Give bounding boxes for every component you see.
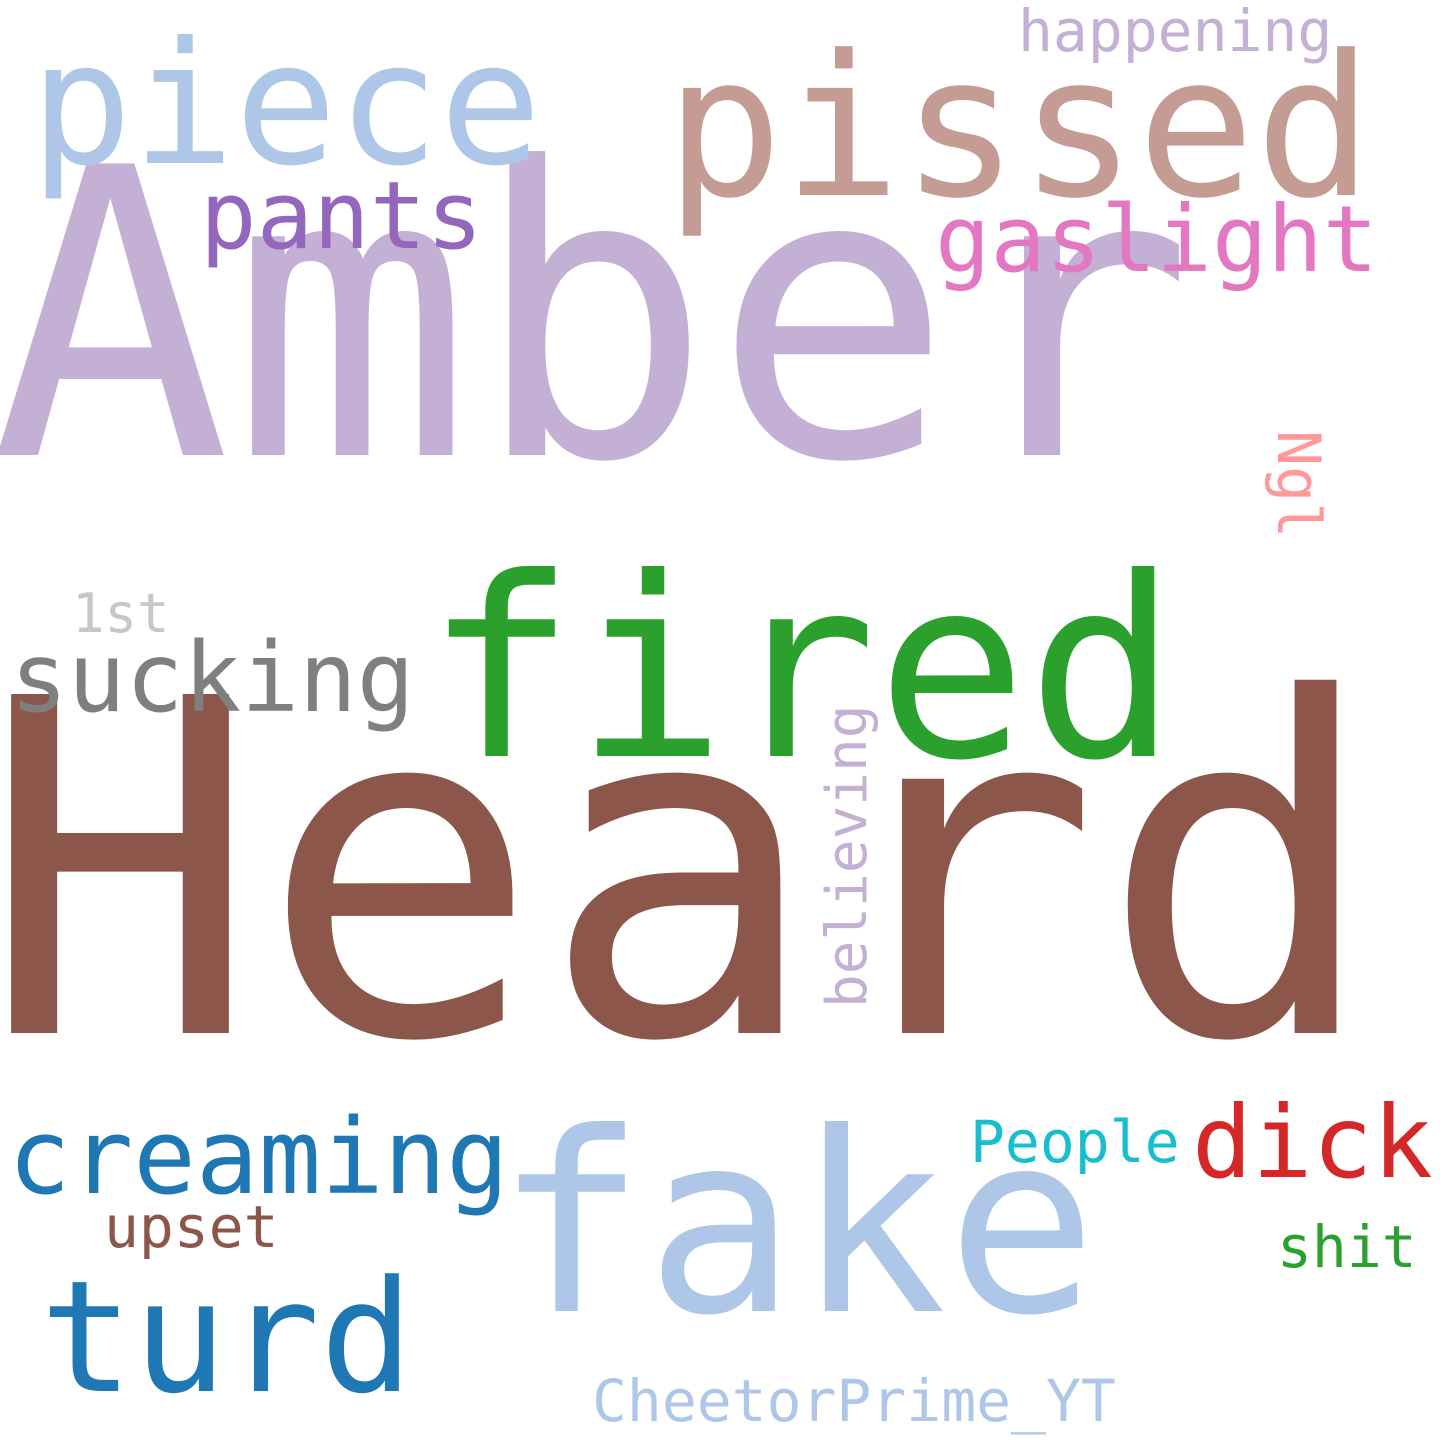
word-happening: happening bbox=[1018, 0, 1333, 65]
word-piece: piece bbox=[30, 6, 542, 204]
word-dick: dick bbox=[1192, 1084, 1433, 1201]
word-gaslight: gaslight bbox=[935, 186, 1379, 293]
word-cheetorprime: CheetorPrime_YT bbox=[592, 1367, 1116, 1435]
word-shit: shit bbox=[1277, 1213, 1417, 1281]
word-people: People bbox=[970, 1108, 1180, 1176]
word-fake: fake bbox=[495, 1079, 1098, 1370]
word-heard: Heard bbox=[0, 601, 1380, 1143]
word-upset: upset bbox=[104, 1193, 279, 1261]
word-creaming: creaming bbox=[8, 1096, 509, 1218]
word-pissed: pissed bbox=[665, 14, 1374, 242]
word-1st: 1st bbox=[72, 582, 170, 645]
word-pants: pants bbox=[200, 162, 483, 271]
word-sucking: sucking bbox=[10, 622, 415, 734]
word-turd: turd bbox=[40, 1247, 414, 1428]
word-fired: fired bbox=[425, 524, 1178, 815]
word-believing: believing bbox=[815, 704, 880, 1008]
word-amber: Amber bbox=[0, 85, 1195, 550]
word-ngl: Ngl bbox=[1263, 430, 1333, 539]
